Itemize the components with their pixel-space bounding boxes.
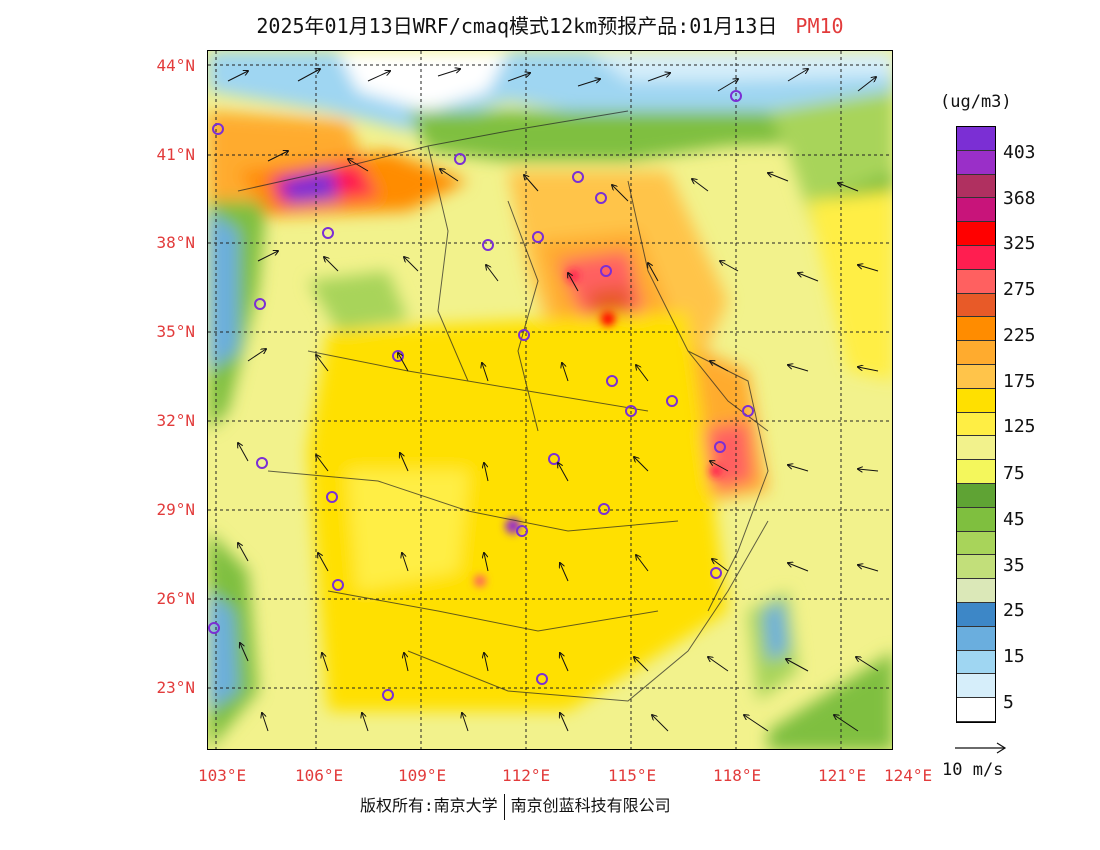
graticule <box>208 51 892 749</box>
colorbar-label: 75 <box>1003 463 1025 484</box>
colorbar-label: 45 <box>1003 509 1025 530</box>
colorbar-swatch <box>957 698 995 722</box>
lon-label-106: 106°E <box>295 766 344 785</box>
colorbar-swatch <box>957 341 995 365</box>
lon-label-115: 115°E <box>608 766 657 785</box>
colorbar-swatch <box>957 436 995 461</box>
colorbar-swatch <box>957 365 995 389</box>
lon-label-112: 112°E <box>502 766 551 785</box>
colorbar-label: 325 <box>1003 233 1036 254</box>
footer-left: 版权所有:南京大学 <box>360 796 498 815</box>
colorbar-label: 275 <box>1003 279 1036 300</box>
lon-label-109: 109°E <box>398 766 447 785</box>
colorbar-label: 403 <box>1003 142 1036 163</box>
colorbar-swatch <box>957 674 995 699</box>
wind-vectors <box>227 69 879 732</box>
colorbar-swatch <box>957 388 995 413</box>
colorbar-swatch <box>957 174 995 199</box>
colorbar <box>956 126 996 723</box>
colorbar-label: 35 <box>1003 555 1025 576</box>
footer-separator <box>503 793 505 820</box>
lon-label-124: 124°E <box>884 766 933 785</box>
lat-label-38: 38°N <box>156 233 195 252</box>
wind-scale-label: 10 m/s <box>942 760 1004 780</box>
colorbar-swatch <box>957 222 995 246</box>
lat-label-26: 26°N <box>156 589 195 608</box>
lat-label-35: 35°N <box>156 322 195 341</box>
lon-label-121: 121°E <box>818 766 867 785</box>
title-main: 2025年01月13日WRF/cmaq模式12km预报产品:01月13日 <box>256 14 778 38</box>
footer-right: 南京创蓝科技有限公司 <box>510 796 671 815</box>
colorbar-swatch <box>957 317 995 342</box>
colorbar-swatch <box>957 246 995 270</box>
map-title: 2025年01月13日WRF/cmaq模式12km预报产品:01月13日 PM10 <box>0 10 1100 39</box>
colorbar-swatch <box>957 484 995 508</box>
colorbar-label: 15 <box>1003 646 1025 667</box>
colorbar-swatch <box>957 650 995 675</box>
lon-label-103: 103°E <box>198 766 247 785</box>
colorbar-label: 5 <box>1003 692 1014 713</box>
wind-scale-arrow <box>955 742 1007 754</box>
colorbar-swatch <box>957 626 995 651</box>
colorbar-swatch <box>957 412 995 437</box>
colorbar-swatch <box>957 531 995 556</box>
lat-label-23: 23°N <box>156 678 195 697</box>
colorbar-swatch <box>957 293 995 318</box>
lat-label-32: 32°N <box>156 411 195 430</box>
colorbar-swatch <box>957 579 995 603</box>
colorbar-swatch <box>957 555 995 580</box>
colorbar-swatch <box>957 127 995 151</box>
colorbar-swatch <box>957 603 995 627</box>
lat-label-29: 29°N <box>156 500 195 519</box>
lat-label-44: 44°N <box>156 56 195 75</box>
lat-label-41: 41°N <box>156 145 195 164</box>
colorbar-swatch <box>957 269 995 294</box>
city-markers <box>208 90 754 701</box>
copyright-footer: 版权所有:南京大学 南京创蓝科技有限公司 <box>360 792 671 820</box>
colorbar-label: 368 <box>1003 188 1036 209</box>
colorbar-swatch <box>957 460 995 484</box>
colorbar-label: 225 <box>1003 325 1036 346</box>
title-species: PM10 <box>795 14 844 38</box>
colorbar-swatch <box>957 198 995 223</box>
colorbar-swatch <box>957 507 995 532</box>
pm10-forecast-map <box>207 50 893 750</box>
concentration-field <box>208 51 892 749</box>
colorbar-label: 175 <box>1003 371 1036 392</box>
colorbar-swatch <box>957 150 995 175</box>
colorbar-unit: (ug/m3) <box>940 92 1012 112</box>
colorbar-label: 25 <box>1003 600 1025 621</box>
map-canvas <box>208 51 892 749</box>
colorbar-label: 125 <box>1003 416 1036 437</box>
lon-label-118: 118°E <box>713 766 762 785</box>
